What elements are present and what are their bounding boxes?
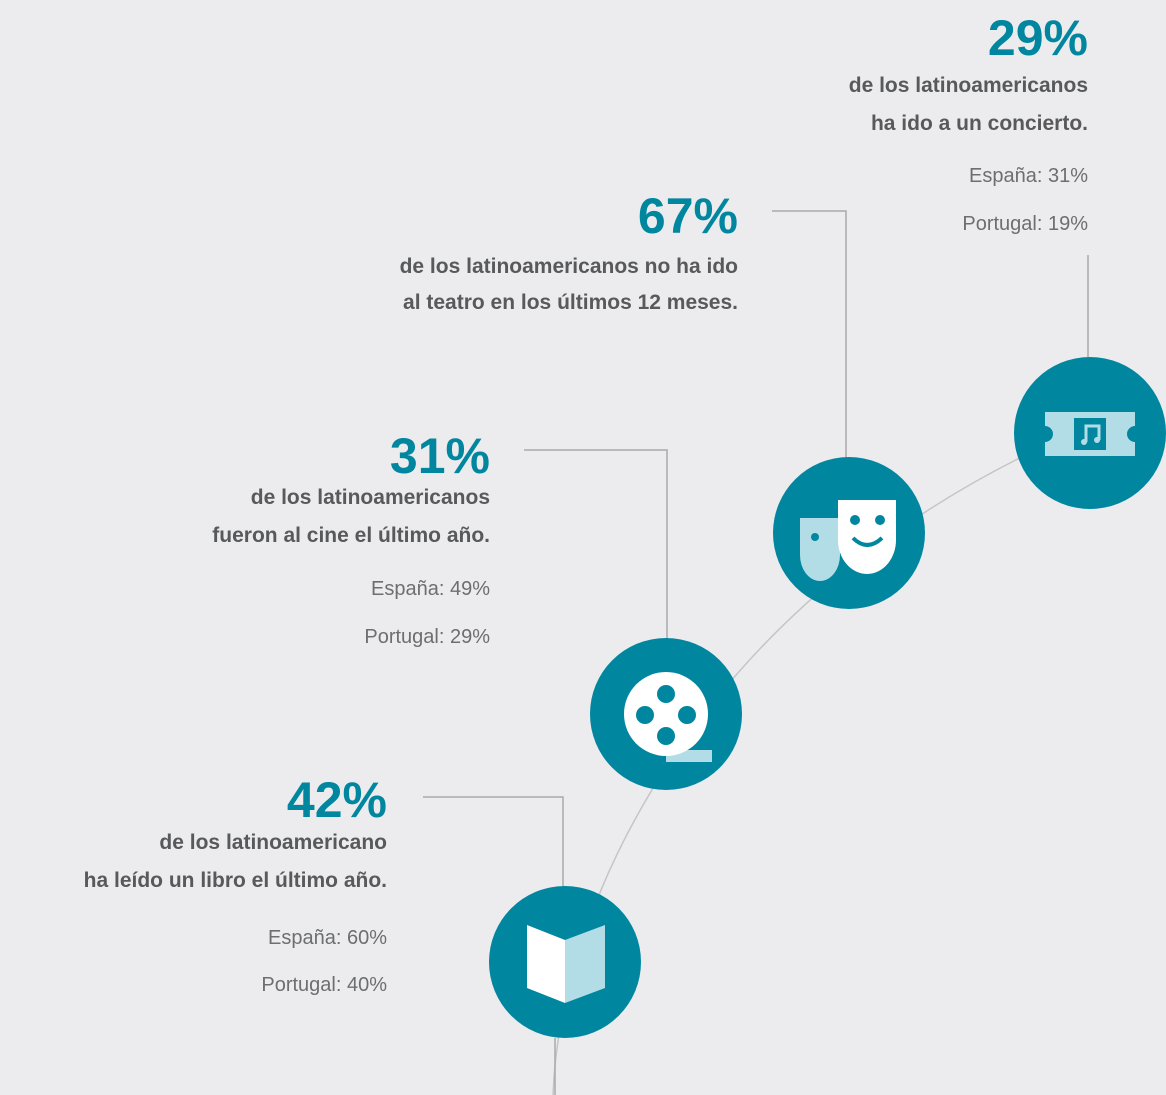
percent: 67% (638, 188, 738, 244)
comparison: Portugal: 19% (962, 213, 1088, 235)
comparison: España: 60% (268, 927, 387, 949)
icon-theatre (773, 457, 925, 609)
icon-book (489, 886, 641, 1038)
description: ha ido a un concierto. (871, 112, 1088, 135)
percent: 29% (988, 10, 1088, 66)
connector (772, 210, 847, 458)
description: de los latinoamericanos no ha ido (400, 255, 738, 278)
description: de los latinoamericanos (251, 486, 490, 509)
comparison: España: 49% (371, 578, 490, 600)
percent: 31% (390, 428, 490, 484)
connector (524, 449, 668, 640)
comparison: Portugal: 29% (364, 626, 490, 648)
description: ha leído un libro el último año. (84, 869, 387, 892)
description: de los latinoamericanos (849, 74, 1088, 97)
percent: 42% (287, 772, 387, 828)
description: fueron al cine el último año. (212, 524, 490, 547)
description: al teatro en los últimos 12 meses. (403, 291, 738, 314)
icon-cinema (590, 638, 742, 790)
connector (423, 796, 564, 888)
comparison: España: 31% (969, 165, 1088, 187)
description: de los latinoamericano (159, 831, 387, 854)
icon-concert (1014, 357, 1166, 509)
comparison: Portugal: 40% (261, 974, 387, 996)
